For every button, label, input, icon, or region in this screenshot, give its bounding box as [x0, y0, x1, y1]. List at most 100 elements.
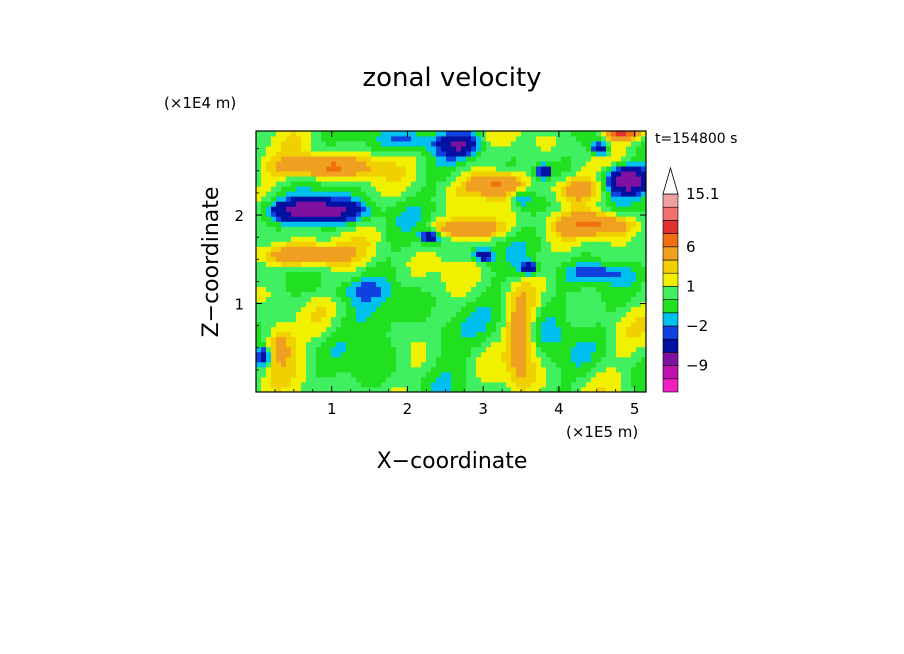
- heatmap-cell: [351, 196, 356, 201]
- heatmap-cell: [406, 322, 411, 327]
- heatmap-cell: [576, 332, 581, 337]
- heatmap-cell: [436, 241, 441, 246]
- heatmap-cell: [611, 156, 616, 161]
- heatmap-cell: [321, 332, 326, 337]
- heatmap-cell: [471, 236, 476, 241]
- heatmap-cell: [396, 191, 401, 196]
- heatmap-cell: [561, 377, 566, 382]
- heatmap-cell: [421, 382, 426, 387]
- heatmap-cell: [496, 226, 501, 231]
- heatmap-cell: [276, 141, 281, 146]
- heatmap-cell: [571, 181, 576, 186]
- heatmap-cell: [331, 332, 336, 337]
- heatmap-cell: [551, 327, 556, 332]
- heatmap-cell: [621, 317, 626, 322]
- heatmap-cell: [261, 272, 266, 277]
- heatmap-cell: [376, 367, 381, 372]
- heatmap-cell: [506, 282, 511, 287]
- heatmap-cell: [326, 367, 331, 372]
- heatmap-cell: [596, 201, 601, 206]
- heatmap-cell: [321, 186, 326, 191]
- heatmap-cell: [336, 191, 341, 196]
- heatmap-cell: [616, 156, 621, 161]
- heatmap-cell: [626, 141, 631, 146]
- heatmap-cell: [286, 161, 291, 166]
- heatmap-cell: [471, 161, 476, 166]
- heatmap-cell: [391, 332, 396, 337]
- heatmap-cell: [336, 236, 341, 241]
- heatmap-cell: [281, 307, 286, 312]
- heatmap-cell: [281, 146, 286, 151]
- heatmap-cell: [601, 317, 606, 322]
- heatmap-cell: [341, 272, 346, 277]
- heatmap-cell: [631, 151, 636, 156]
- heatmap-cell: [611, 342, 616, 347]
- heatmap-cell: [356, 181, 361, 186]
- heatmap-cell: [491, 151, 496, 156]
- heatmap-cell: [631, 327, 636, 332]
- heatmap-cell: [596, 246, 601, 251]
- heatmap-cell: [606, 201, 611, 206]
- heatmap-cell: [586, 297, 591, 302]
- heatmap-cell: [561, 236, 566, 241]
- heatmap-cell: [611, 302, 616, 307]
- heatmap-cell: [471, 241, 476, 246]
- heatmap-cell: [486, 312, 491, 317]
- heatmap-cell: [276, 347, 281, 352]
- heatmap-cell: [561, 292, 566, 297]
- heatmap-cell: [496, 171, 501, 176]
- heatmap-cell: [296, 241, 301, 246]
- heatmap-cell: [461, 206, 466, 211]
- heatmap-cell: [321, 226, 326, 231]
- heatmap-cell: [471, 352, 476, 357]
- heatmap-cell: [376, 131, 381, 136]
- heatmap-cell: [396, 332, 401, 337]
- heatmap-cell: [476, 342, 481, 347]
- heatmap-cell: [381, 196, 386, 201]
- heatmap-cell: [586, 136, 591, 141]
- heatmap-cell: [456, 332, 461, 337]
- heatmap-cell: [541, 181, 546, 186]
- heatmap-cell: [431, 251, 436, 256]
- heatmap-cell: [256, 332, 261, 337]
- heatmap-cell: [346, 272, 351, 277]
- heatmap-cell: [411, 377, 416, 382]
- heatmap-cell: [256, 206, 261, 211]
- heatmap-cell: [381, 372, 386, 377]
- heatmap-cell: [406, 377, 411, 382]
- heatmap-cell: [486, 362, 491, 367]
- heatmap-cell: [526, 262, 531, 267]
- heatmap-cell: [266, 362, 271, 367]
- heatmap-cell: [496, 191, 501, 196]
- heatmap-cell: [596, 317, 601, 322]
- heatmap-cell: [331, 357, 336, 362]
- heatmap-cell: [531, 146, 536, 151]
- heatmap-cell: [326, 226, 331, 231]
- heatmap-cell: [471, 357, 476, 362]
- heatmap-cell: [421, 292, 426, 297]
- heatmap-cell: [456, 322, 461, 327]
- heatmap-cell: [451, 141, 456, 146]
- heatmap-cell: [296, 352, 301, 357]
- heatmap-cell: [636, 246, 641, 251]
- heatmap-cell: [561, 171, 566, 176]
- heatmap-cell: [351, 141, 356, 146]
- heatmap-cell: [536, 312, 541, 317]
- heatmap-cell: [426, 246, 431, 251]
- heatmap-cell: [346, 181, 351, 186]
- heatmap-cell: [611, 297, 616, 302]
- heatmap-cell: [571, 211, 576, 216]
- heatmap-cell: [281, 347, 286, 352]
- heatmap-cell: [636, 236, 641, 241]
- heatmap-cell: [431, 327, 436, 332]
- heatmap-cell: [441, 272, 446, 277]
- heatmap-cell: [576, 186, 581, 191]
- heatmap-cell: [301, 136, 306, 141]
- heatmap-cell: [306, 136, 311, 141]
- heatmap-cell: [346, 136, 351, 141]
- heatmap-cell: [511, 327, 516, 332]
- heatmap-cell: [376, 382, 381, 387]
- heatmap-cell: [261, 377, 266, 382]
- heatmap-cell: [311, 131, 316, 136]
- heatmap-cell: [561, 156, 566, 161]
